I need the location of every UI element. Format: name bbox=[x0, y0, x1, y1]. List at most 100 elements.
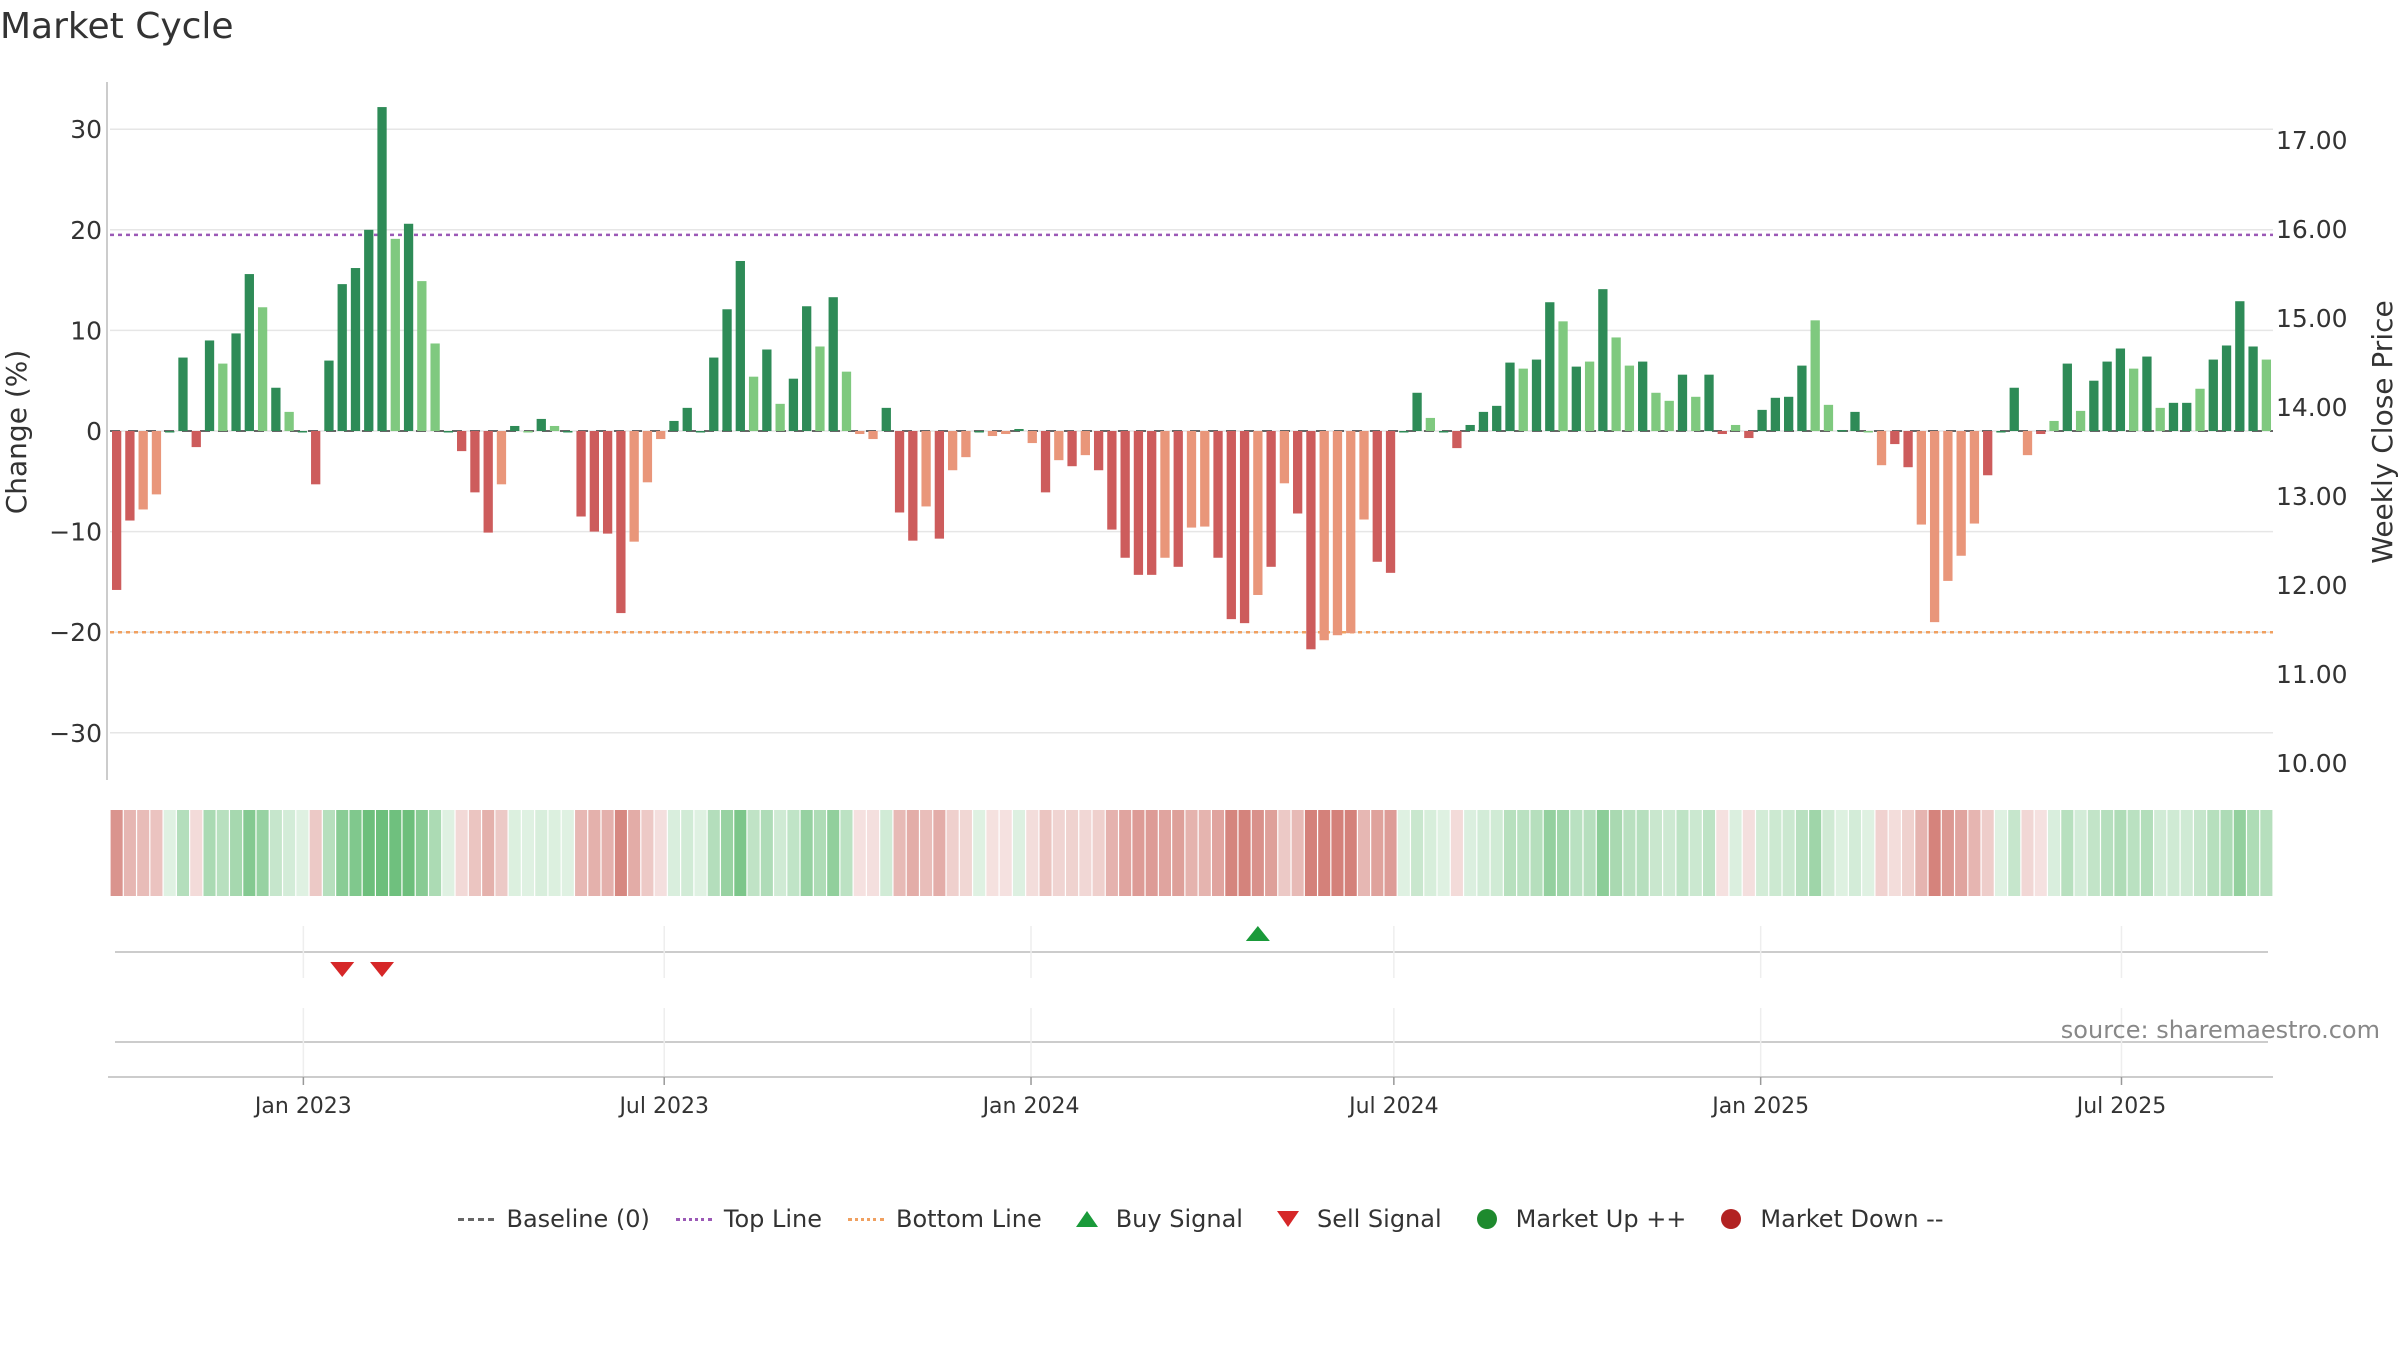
change-bar bbox=[2195, 388, 2205, 431]
heat-cell bbox=[442, 810, 455, 896]
change-bar bbox=[908, 431, 918, 541]
change-bar bbox=[576, 431, 586, 517]
change-bar bbox=[802, 306, 812, 431]
change-bar bbox=[1611, 337, 1621, 431]
heat-cell bbox=[1676, 810, 1689, 896]
heat-cell bbox=[309, 810, 322, 896]
heat-cell bbox=[1238, 810, 1251, 896]
change-bar bbox=[1054, 431, 1064, 461]
change-bar bbox=[1492, 405, 1502, 431]
x-tick-label: Jan 2023 bbox=[253, 1094, 352, 1119]
change-bar bbox=[350, 268, 361, 431]
heat-cell bbox=[1702, 810, 1716, 896]
change-bar bbox=[364, 229, 374, 431]
x-tick-label: Jul 2025 bbox=[2075, 1094, 2167, 1119]
y-tick-label-left: 30 bbox=[70, 115, 102, 144]
heat-cell bbox=[601, 810, 614, 896]
legend-item: Buy Signal bbox=[1066, 1205, 1243, 1233]
heat-cell bbox=[2220, 810, 2233, 896]
x-tick-label: Jul 2023 bbox=[617, 1094, 709, 1119]
legend-item: Bottom Line bbox=[846, 1205, 1042, 1233]
heat-cell bbox=[190, 810, 203, 896]
change-bar bbox=[2049, 420, 2059, 431]
change-bar bbox=[855, 431, 865, 435]
heat-strip bbox=[110, 810, 2273, 896]
change-bar bbox=[682, 407, 692, 431]
heat-cell bbox=[1384, 810, 1397, 896]
heat-cell bbox=[1530, 810, 1543, 896]
heat-cell bbox=[1570, 810, 1583, 896]
legend-symbol-icon bbox=[846, 1209, 886, 1229]
legend-label: Market Up ++ bbox=[1515, 1205, 1687, 1233]
change-bar bbox=[656, 431, 666, 440]
change-bars bbox=[111, 107, 2272, 650]
heat-cell bbox=[920, 810, 933, 896]
change-bar bbox=[2248, 346, 2258, 431]
legend-item: Market Up ++ bbox=[1466, 1205, 1687, 1233]
change-bar bbox=[629, 431, 639, 542]
heat-cell bbox=[973, 810, 986, 896]
change-bar bbox=[775, 403, 785, 431]
heat-cell bbox=[1915, 810, 1928, 896]
change-bar bbox=[1903, 431, 1913, 468]
y-axis-label-left: Change (%) bbox=[0, 350, 33, 515]
y-tick-label-left: 0 bbox=[86, 417, 102, 446]
change-bar bbox=[1757, 409, 1767, 431]
y-tick-label-left: 20 bbox=[70, 216, 102, 245]
heat-cell bbox=[866, 810, 880, 896]
change-bar bbox=[2102, 361, 2112, 431]
change-bar bbox=[1306, 431, 1316, 650]
heat-cell bbox=[2061, 810, 2074, 896]
heat-cell bbox=[269, 810, 282, 896]
change-bar bbox=[1465, 424, 1475, 431]
change-bar bbox=[1558, 321, 1568, 431]
heat-cell bbox=[1742, 810, 1755, 896]
heat-cell bbox=[1119, 810, 1132, 896]
change-bar bbox=[921, 431, 931, 507]
heat-cell bbox=[575, 810, 588, 896]
heat-cell bbox=[1132, 810, 1145, 896]
heat-cell bbox=[588, 810, 601, 896]
change-bar bbox=[735, 260, 745, 431]
heat-cell bbox=[1371, 810, 1384, 896]
heat-cell bbox=[1490, 810, 1503, 896]
change-bar bbox=[403, 223, 414, 431]
y-tick-label-right: 11.00 bbox=[2276, 660, 2348, 689]
heat-cell bbox=[734, 810, 747, 896]
change-bar bbox=[1266, 431, 1276, 567]
heat-cell bbox=[959, 810, 972, 896]
heat-cell bbox=[283, 810, 296, 896]
change-bar bbox=[2182, 402, 2192, 431]
chart-title: Market Cycle bbox=[0, 6, 234, 47]
heat-cell bbox=[1875, 810, 1888, 896]
heat-cell bbox=[1902, 810, 1915, 896]
change-bar bbox=[1545, 302, 1555, 431]
change-bar bbox=[218, 363, 228, 431]
x-tick-label: Jul 2024 bbox=[1347, 1094, 1439, 1119]
change-bar bbox=[443, 431, 454, 433]
change-bar bbox=[2155, 407, 2165, 431]
change-bar bbox=[417, 281, 427, 431]
change-bar bbox=[1239, 431, 1250, 624]
heat-cell bbox=[123, 810, 136, 896]
heat-cell bbox=[322, 810, 335, 896]
change-bar bbox=[111, 431, 122, 590]
change-bar bbox=[1014, 428, 1024, 431]
legend-label: Market Down -- bbox=[1760, 1205, 1944, 1233]
heat-cell bbox=[429, 810, 442, 896]
change-bar bbox=[2235, 301, 2245, 431]
change-bar bbox=[815, 346, 825, 431]
change-bar bbox=[297, 431, 308, 433]
change-bar bbox=[523, 431, 533, 433]
heat-cell bbox=[455, 810, 468, 896]
y-tick-label-right: 13.00 bbox=[2276, 482, 2348, 511]
change-bar bbox=[1372, 431, 1382, 562]
heat-cell bbox=[1185, 810, 1198, 896]
change-bar bbox=[536, 418, 546, 431]
heat-cell bbox=[880, 810, 893, 896]
change-bar bbox=[934, 431, 945, 539]
y-tick-label-right: 12.00 bbox=[2276, 571, 2348, 600]
heat-cell bbox=[389, 810, 402, 896]
change-bar bbox=[2062, 363, 2072, 431]
change-bar bbox=[2261, 359, 2272, 431]
